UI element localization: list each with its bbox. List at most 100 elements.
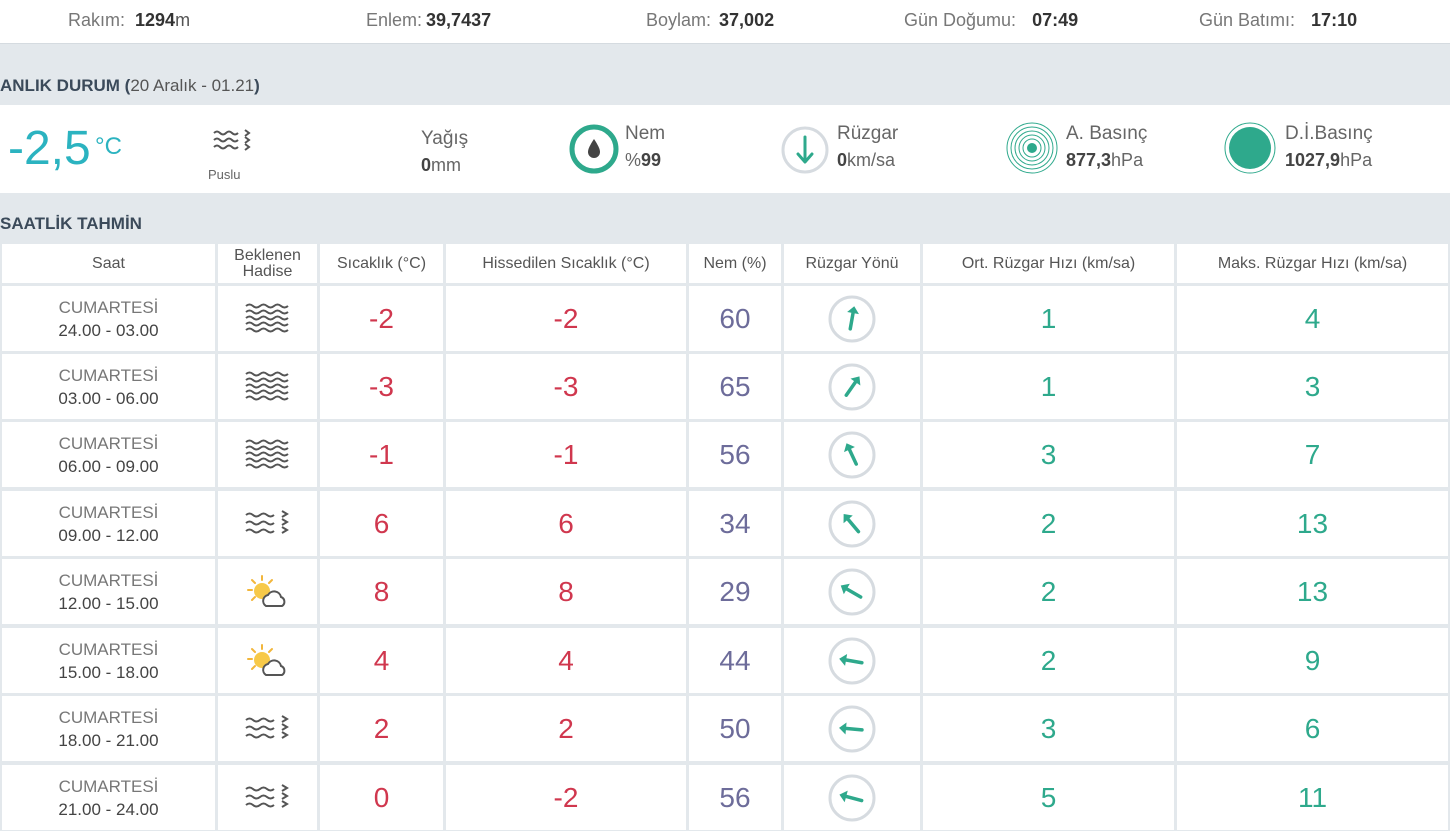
row-time-range: 09.00 - 12.00	[58, 525, 159, 545]
row-cell-wind-max: 13	[1177, 491, 1448, 556]
row-feels-like: -2	[553, 781, 579, 813]
pressure-icon	[1005, 121, 1059, 180]
altitude-unit: m	[175, 10, 191, 30]
wind-direction-icon	[828, 295, 876, 342]
wind-direction-icon	[828, 431, 876, 478]
row-cell-feels: 8	[446, 559, 686, 624]
row-cell-wind-dir	[784, 559, 920, 624]
row-humidity: 60	[719, 302, 751, 334]
precip-label: Yağış	[421, 128, 469, 149]
location-info-bar: Rakım: 1294m Enlem: 39,7437 Boylam: 37,002 …	[0, 0, 1450, 44]
row-temperature: 6	[373, 507, 390, 539]
row-cell-time: CUMARTESİ 03.00 - 06.00	[2, 354, 215, 419]
row-cell-humidity: 34	[689, 491, 781, 556]
altitude-value: 1294	[135, 10, 176, 30]
row-time-range: 12.00 - 15.00	[58, 593, 159, 613]
pressure-label: A. Basınç	[1066, 123, 1148, 144]
sunrise-info: Gün Doğumu: 07:49	[904, 10, 1078, 31]
row-day: CUMARTESİ	[58, 433, 159, 453]
row-wind-max: 6	[1304, 712, 1321, 744]
row-cell-wind-max: 7	[1177, 422, 1448, 487]
row-time-range: 18.00 - 21.00	[58, 730, 159, 750]
row-cell-time: CUMARTESİ 06.00 - 09.00	[2, 422, 215, 487]
row-cell-event	[218, 765, 317, 830]
row-cell-wind-max: 11	[1177, 765, 1448, 830]
row-cell-temp: 4	[320, 628, 443, 693]
sea-pressure-icon	[1223, 121, 1277, 180]
wind-direction-icon	[828, 500, 876, 547]
row-cell-wind-avg: 1	[923, 354, 1174, 419]
row-cell-wind-max: 13	[1177, 559, 1448, 624]
fog-icon	[244, 371, 289, 400]
row-wind-max: 3	[1304, 370, 1321, 402]
row-wind-avg: 2	[1040, 575, 1057, 607]
row-day: CUMARTESİ	[58, 570, 159, 590]
row-humidity: 50	[719, 712, 751, 744]
row-cell-wind-dir	[784, 422, 920, 487]
longitude-label: Boylam:	[646, 10, 712, 30]
current-conditions-panel: -2,5 °C Puslu Yağış 0mm Nem %99	[0, 105, 1450, 193]
row-feels-like: 6	[558, 507, 574, 539]
wind-unit: km/sa	[847, 150, 896, 170]
sea-pressure-unit: hPa	[1340, 150, 1373, 170]
row-feels-like: 8	[558, 575, 574, 607]
row-humidity: 65	[719, 370, 751, 402]
haze-icon	[244, 714, 289, 739]
row-wind-avg: 2	[1040, 644, 1057, 676]
sunrise-value: 07:49	[1032, 10, 1079, 30]
row-wind-avg: 3	[1040, 712, 1057, 744]
row-cell-time: CUMARTESİ 18.00 - 21.00	[2, 696, 215, 761]
wind-arrow-icon	[780, 125, 830, 180]
row-wind-max: 9	[1304, 644, 1321, 676]
pressure-number: 877,3	[1066, 150, 1112, 170]
pressure-value: 877,3hPa	[1066, 150, 1143, 171]
precip-value: 0mm	[421, 155, 461, 176]
latitude-info: Enlem: 39,7437	[366, 10, 491, 31]
row-cell-event	[218, 422, 317, 487]
row-time-range: 06.00 - 09.00	[58, 456, 159, 476]
row-temperature: 0	[373, 781, 390, 813]
row-day: CUMARTESİ	[58, 502, 159, 522]
row-day: CUMARTESİ	[58, 365, 159, 385]
row-cell-event	[218, 491, 317, 556]
fog-icon	[244, 303, 289, 332]
row-cell-event	[218, 286, 317, 351]
wind-direction-icon	[828, 637, 876, 684]
row-cell-temp: -1	[320, 422, 443, 487]
row-wind-max: 13	[1296, 575, 1329, 607]
latitude-label: Enlem:	[366, 10, 423, 30]
sunset-label: Gün Batımı:	[1199, 10, 1296, 30]
row-day: CUMARTESİ	[58, 639, 159, 659]
row-cell-event	[218, 696, 317, 761]
current-title-text: ANLIK DURUM (	[0, 76, 131, 95]
row-cell-time: CUMARTESİ 21.00 - 24.00	[2, 765, 215, 830]
row-temperature: 2	[373, 712, 390, 744]
wind-label: Rüzgar	[837, 123, 899, 144]
row-cell-feels: -3	[446, 354, 686, 419]
row-cell-wind-dir	[784, 628, 920, 693]
row-wind-avg: 3	[1040, 438, 1057, 470]
row-wind-max: 7	[1304, 438, 1321, 470]
row-cell-wind-max: 6	[1177, 696, 1448, 761]
row-feels-like: -3	[553, 370, 579, 402]
row-cell-wind-dir	[784, 765, 920, 830]
haze-icon	[244, 783, 289, 808]
header-event-line2: Hadise	[242, 262, 293, 280]
wind-value: 0km/sa	[837, 150, 895, 171]
row-humidity: 34	[719, 507, 751, 539]
row-cell-temp: 6	[320, 491, 443, 556]
header-feels: Hissedilen Sıcaklık (°C)	[446, 244, 686, 283]
row-cell-time: CUMARTESİ 12.00 - 15.00	[2, 559, 215, 624]
longitude-value: 37,002	[719, 10, 775, 30]
row-cell-wind-dir	[784, 491, 920, 556]
row-cell-humidity: 56	[689, 422, 781, 487]
row-cell-wind-max: 4	[1177, 286, 1448, 351]
fog-icon	[244, 439, 289, 468]
longitude-info: Boylam: 37,002	[646, 10, 774, 31]
row-day: CUMARTESİ	[58, 707, 159, 727]
row-cell-humidity: 29	[689, 559, 781, 624]
altitude-label: Rakım:	[68, 10, 126, 30]
humidity-number: 99	[641, 150, 662, 170]
row-cell-wind-avg: 1	[923, 286, 1174, 351]
row-time-range: 21.00 - 24.00	[58, 799, 159, 819]
